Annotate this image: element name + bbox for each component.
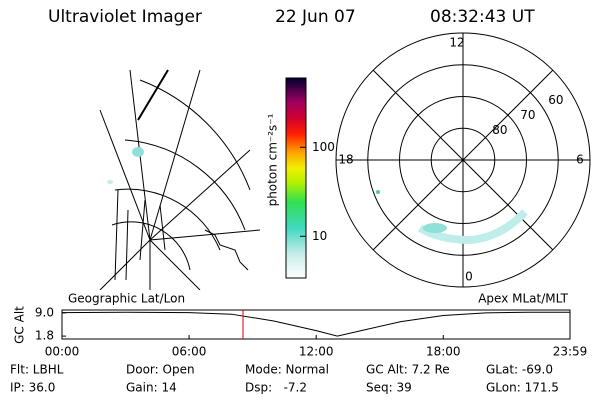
aurora — [423, 223, 447, 233]
plot-frame — [61, 309, 571, 340]
mlt-label: 12 — [449, 36, 464, 50]
info-field: Seq: 39 — [366, 381, 412, 395]
info-field: GC Alt: 7.2 Re — [366, 363, 450, 377]
colorbar-tick-label: 100 — [312, 140, 335, 154]
info-field: Flt: LBHL — [10, 363, 64, 377]
polar-plot — [336, 33, 590, 287]
x-tick-label: 18:00 — [426, 345, 461, 359]
lat-label: 70 — [520, 108, 535, 122]
polar-label: Apex MLat/MLT — [478, 292, 568, 306]
mlt-label: 6 — [576, 153, 584, 167]
y-tick-label: 9.0 — [35, 305, 54, 319]
lat-ring — [367, 64, 559, 256]
info-field: IP: 36.0 — [10, 381, 55, 395]
altitude-line — [61, 311, 570, 337]
lat-ring — [430, 127, 496, 193]
aurora — [376, 190, 380, 194]
x-tick-label: 23:59 — [553, 345, 588, 359]
y-axis-label: GC Alt — [13, 306, 27, 344]
lat-label: 60 — [548, 93, 563, 107]
info-field: Door: Open — [126, 363, 195, 377]
colorbar — [285, 77, 307, 279]
mlt-label: 18 — [338, 153, 353, 167]
lat-ring — [399, 96, 527, 224]
mlt-label: 0 — [465, 270, 473, 284]
info-field: Dsp: -7.2 — [245, 381, 307, 395]
time: 08:32:43 UT — [430, 7, 535, 27]
title: Ultraviolet Imager — [48, 7, 202, 27]
colorbar-label: photon cm⁻²s⁻¹ — [266, 113, 280, 206]
aurora — [132, 147, 144, 157]
x-tick-label: 12:00 — [299, 345, 334, 359]
info-field: Mode: Normal — [245, 363, 329, 377]
date: 22 Jun 07 — [275, 7, 356, 27]
aurora — [107, 180, 113, 184]
x-tick-label: 06:00 — [172, 345, 207, 359]
map-label: Geographic Lat/Lon — [68, 292, 185, 306]
colorbar-tick-label: 10 — [312, 229, 327, 243]
polar-outer-ring — [335, 32, 591, 288]
y-tick-label: 1.8 — [35, 329, 54, 343]
lat-label: 80 — [492, 123, 507, 137]
info-field: GLon: 171.5 — [486, 381, 559, 395]
x-tick-label: 00:00 — [45, 345, 80, 359]
geo-map — [99, 69, 260, 290]
info-field: Gain: 14 — [126, 381, 177, 395]
info-field: GLat: -69.0 — [486, 363, 553, 377]
